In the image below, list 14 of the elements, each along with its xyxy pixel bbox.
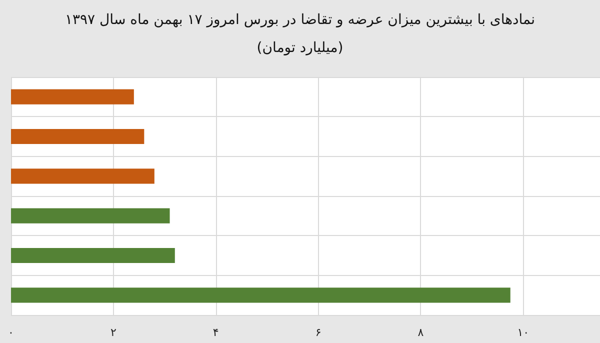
- chart-title: نمادهای با بیشترین میزان عرضه و تقاضا در بورس امروز ۱۷ بهمن ماه سال ۱۳۹۷: [64, 12, 536, 28]
- bar: [11, 248, 175, 264]
- bar: [11, 128, 144, 144]
- x-tick-label: ۰: [8, 326, 14, 339]
- bar: [11, 288, 510, 303]
- bar: [11, 89, 134, 104]
- x-tick-label: ۶: [315, 326, 322, 339]
- x-tick-label: ۸: [418, 326, 424, 339]
- x-tick-label: ۲: [110, 326, 116, 339]
- bar: [11, 168, 154, 184]
- chart-subtitle: (میلیارد تومان): [256, 40, 344, 56]
- bar: [11, 208, 170, 224]
- x-tick-label: ۴: [212, 326, 219, 339]
- x-tick-label: ۱۰: [517, 326, 530, 339]
